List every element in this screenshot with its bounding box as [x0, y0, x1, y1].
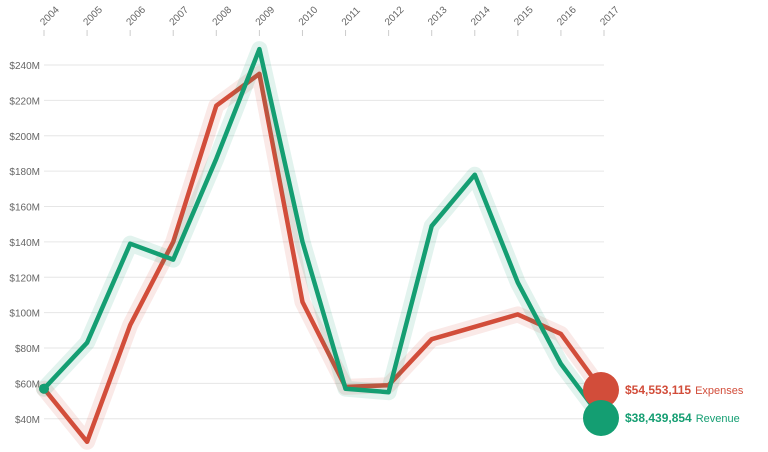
legend-value-revenue: $38,439,854 — [625, 411, 692, 425]
y-tick-label: $240M — [9, 61, 40, 72]
x-tick-label: 2004 — [38, 4, 62, 28]
x-tick-label: 2012 — [383, 4, 407, 28]
y-tick-label: $140M — [9, 238, 40, 249]
legend-name-expenses: Expenses — [695, 385, 744, 397]
x-tick-label: 2006 — [124, 4, 148, 28]
series-glow-revenue — [36, 41, 612, 430]
grid-lines — [44, 64, 604, 420]
y-tick-label: $220M — [9, 96, 40, 107]
start-point-revenue — [39, 383, 49, 394]
x-tick-label: 2008 — [211, 4, 235, 28]
x-tick-label: 2016 — [555, 4, 579, 28]
y-tick-label: $80M — [15, 344, 40, 355]
y-tick-label: $40M — [15, 415, 40, 426]
x-tick-label: 2009 — [254, 4, 278, 28]
end-legend: $54,553,115 Expenses $38,439,854 Revenue — [583, 372, 744, 436]
series-lines — [36, 41, 612, 450]
x-tick-label: 2015 — [512, 4, 536, 28]
series-line-revenue — [41, 46, 607, 424]
y-axis: $40M $60M $80M $100M $120M $140M $160M $180M $20… — [9, 61, 40, 426]
x-tick-label: 2013 — [426, 4, 450, 28]
x-tick-label: 2007 — [168, 4, 192, 28]
y-tick-label: $180M — [9, 167, 40, 178]
legend-value-expenses: $54,553,115 — [625, 383, 691, 397]
y-tick-label: $120M — [9, 273, 40, 284]
x-tick-label: 2011 — [340, 5, 363, 28]
legend-marker-revenue — [583, 400, 619, 436]
y-tick-label: $200M — [9, 132, 40, 143]
y-tick-label: $160M — [9, 203, 40, 214]
legend-marker-expenses — [583, 372, 619, 408]
x-axis: 2004 2005 2006 2007 2008 2009 2010 2011 2012 2013… — [38, 4, 622, 36]
legend-name-revenue: Revenue — [696, 413, 740, 425]
x-tick-label: 2014 — [469, 4, 493, 28]
y-tick-label: $100M — [9, 309, 40, 320]
series-line-expenses — [41, 71, 607, 445]
x-tick-label: 2017 — [598, 4, 622, 28]
y-tick-label: $60M — [15, 379, 40, 390]
x-tick-label: 2005 — [81, 4, 105, 28]
x-tick-label: 2010 — [297, 4, 321, 28]
